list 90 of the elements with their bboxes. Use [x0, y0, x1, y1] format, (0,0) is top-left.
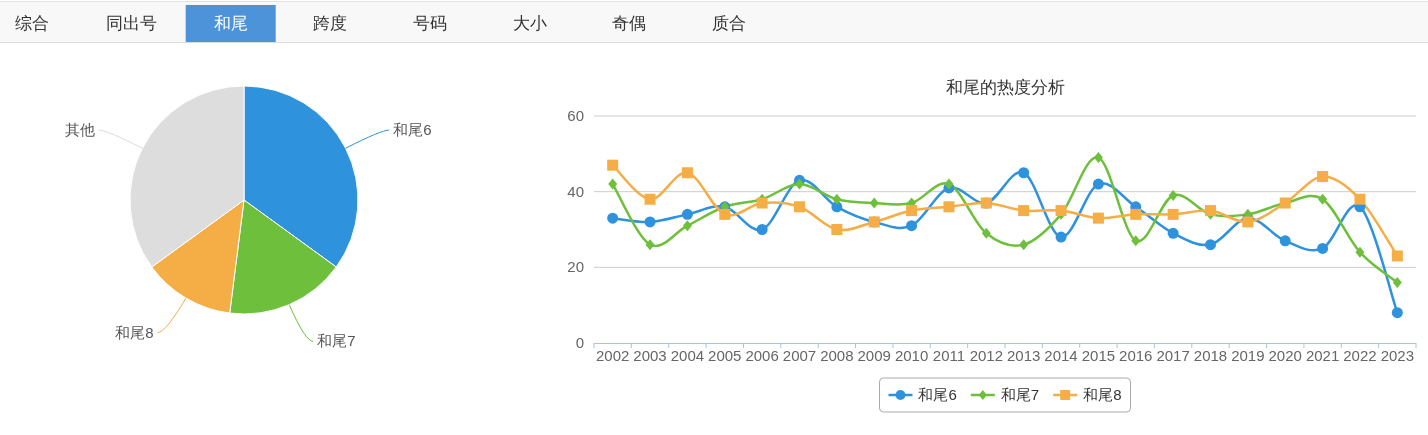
x-tick-label: 2008 [820, 347, 854, 364]
legend-label: 和尾8 [1083, 386, 1122, 403]
point [831, 224, 843, 235]
point [1242, 216, 1254, 228]
point [832, 193, 842, 205]
category-label: 质合 [711, 14, 746, 33]
point [644, 216, 656, 228]
point [1279, 235, 1291, 247]
category-label: 跨度 [313, 14, 348, 33]
x-tick-label: 2023 [1380, 347, 1415, 364]
point [1317, 171, 1329, 183]
point [644, 193, 656, 205]
point [608, 178, 618, 190]
chart-title: 和尾的热度分析 [945, 78, 1065, 97]
x-tick-label: 2017 [1156, 347, 1190, 364]
x-tick-label: 2015 [1081, 347, 1116, 364]
point [1391, 250, 1403, 262]
point [1130, 208, 1142, 220]
x-tick-label: 2006 [745, 347, 779, 364]
legend-label: 和尾6 [918, 386, 957, 403]
y-tick-label: 40 [567, 182, 584, 200]
point [1355, 246, 1365, 258]
category-label: 奇偶 [612, 14, 647, 33]
point [981, 227, 991, 239]
y-tick-label: 20 [567, 258, 584, 276]
x-tick-label: 2007 [782, 347, 817, 364]
point [869, 197, 879, 209]
point [1092, 212, 1104, 224]
slice-label: 和尾8 [115, 323, 154, 341]
legend-item: 和尾7 [970, 386, 1040, 403]
point [1019, 239, 1029, 251]
point [906, 205, 918, 217]
point [756, 197, 768, 209]
x-tick-label: 2012 [969, 347, 1004, 364]
x-tick-label: 2004 [670, 347, 705, 364]
category-label: 号码 [412, 14, 447, 33]
x-tick-label: 2016 [1119, 347, 1153, 364]
x-tick-label: 2021 [1305, 347, 1340, 364]
legend-item: 和尾8 [1053, 386, 1122, 403]
x-tick-label: 2011 [932, 347, 966, 364]
point [1392, 276, 1402, 288]
slice-label: 和尾7 [317, 332, 356, 350]
category-label: 和尾 [213, 14, 248, 33]
point [719, 208, 731, 220]
x-tick-label: 2018 [1193, 347, 1228, 364]
x-tick-label: 2009 [857, 347, 891, 364]
x-tick-label: 2002 [595, 347, 630, 364]
point [681, 167, 693, 179]
point [795, 178, 804, 190]
slice-label: 和尾6 [393, 121, 432, 139]
point [1018, 205, 1030, 217]
point [756, 224, 768, 235]
point [944, 178, 954, 190]
x-tick-label: 2010 [894, 347, 929, 364]
x-tick-label: 2022 [1343, 347, 1377, 364]
point [681, 208, 693, 220]
point [1167, 208, 1179, 220]
point [1391, 307, 1403, 319]
category-label: 大小 [512, 14, 547, 33]
point [1093, 152, 1103, 164]
x-tick-label: 2019 [1231, 347, 1265, 364]
y-tick-label: 60 [567, 107, 584, 124]
category-label: 同出号 [105, 14, 157, 33]
point [1167, 227, 1179, 239]
point [794, 201, 805, 213]
point [1318, 193, 1328, 205]
point [1317, 242, 1329, 254]
y-tick-label: 0 [575, 334, 584, 351]
point [1018, 167, 1030, 179]
x-tick-label: 2014 [1044, 347, 1078, 364]
slice-label: 其他 [64, 121, 95, 139]
point [645, 239, 655, 251]
x-tick-label: 2013 [1006, 347, 1041, 364]
point [1168, 189, 1178, 201]
x-tick-label: 2003 [633, 347, 667, 364]
legend-label: 和尾7 [1000, 386, 1040, 403]
point [607, 159, 619, 171]
point [943, 201, 955, 213]
point [1055, 231, 1067, 243]
legend-item: 和尾6 [888, 386, 957, 403]
category-label: 综合 [14, 14, 49, 33]
x-tick-label: 2020 [1268, 347, 1302, 364]
x-tick-label: 2005 [708, 347, 742, 364]
point [906, 220, 918, 232]
point [1354, 193, 1366, 205]
point [1131, 235, 1141, 247]
point [1092, 178, 1104, 190]
point [607, 212, 619, 224]
point [1205, 239, 1216, 251]
point [682, 220, 692, 232]
